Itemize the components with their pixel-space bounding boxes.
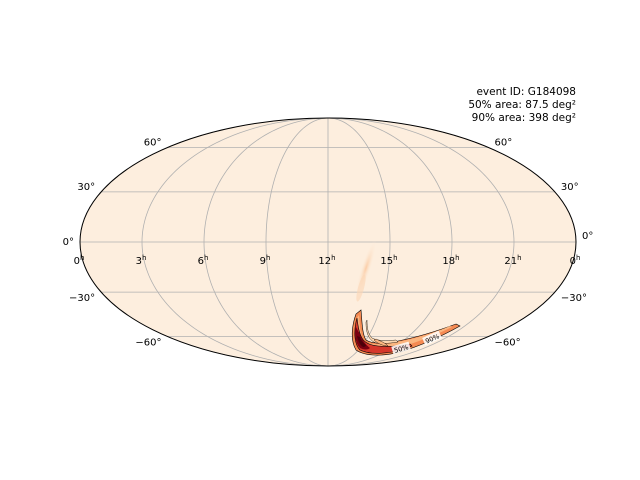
dec-tick-label-left: 60° [144,137,162,148]
dec-tick-label-right: −60° [494,338,520,349]
dec-tick-label-right: 30° [561,182,579,193]
contour-small-lobe [373,338,389,347]
ra-tick-label: 0h [570,254,581,267]
event-id-label: event ID: G184098 [476,86,576,98]
ra-tick-label: 6h [198,254,209,267]
dec-tick-label-left: 30° [77,182,95,193]
event-info: event ID: G184098 50% area: 87.5 deg² 90… [468,86,576,125]
sky-outline [79,117,577,367]
probability-peak [355,327,370,350]
dec-tick-label-right: 60° [494,137,512,148]
contour-labels: 50% 90% [391,330,442,355]
ra-tick-label: 9h [260,254,271,267]
probability-region [351,239,461,356]
contour-50-region [354,317,413,354]
area-50-label: 50% area: 87.5 deg² [468,99,576,111]
ra-tick-label: 3h [136,254,147,267]
dec-tick-label-right: 0° [582,231,593,242]
faint-probability-streak-2 [356,274,366,302]
dec-tick-label-left: −60° [135,338,161,349]
probability-peak-inner [357,336,366,347]
ra-tick-label: 0h [74,254,85,267]
dec-tick-label-right: −30° [561,293,587,304]
dec-tick-label-left: 0° [63,237,74,248]
contour-label-50: 50% [393,343,409,355]
dec-tick-label-left: −30° [69,293,95,304]
area-90-label: 90% area: 398 deg² [471,112,576,124]
contour-hook-interior [365,319,399,344]
